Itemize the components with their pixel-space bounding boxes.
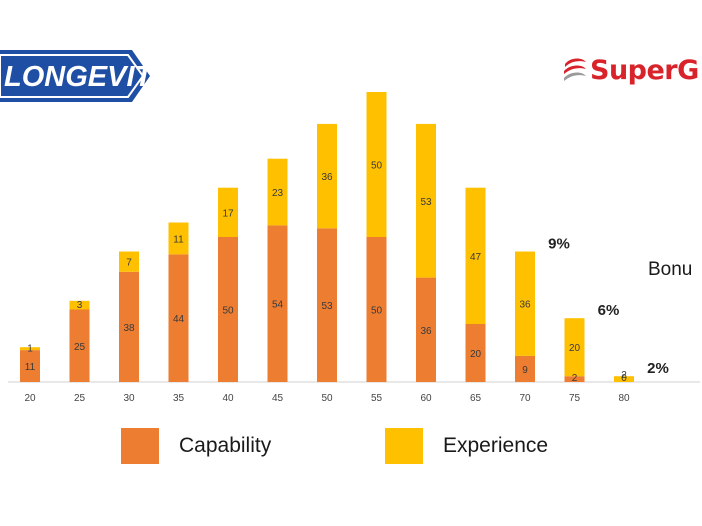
bar-experience-60 xyxy=(416,123,436,278)
x-tick-label: 30 xyxy=(123,393,135,404)
x-tick-label: 20 xyxy=(24,393,36,404)
bar-experience-35 xyxy=(168,222,189,255)
bar-capability-30 xyxy=(119,271,139,382)
data-label-experience-25: 3 xyxy=(77,300,83,311)
data-label-capability-50: 53 xyxy=(321,301,333,312)
data-label-experience-30: 7 xyxy=(126,258,132,269)
x-tick-label: 75 xyxy=(569,393,581,404)
bar-experience-50 xyxy=(317,123,337,229)
bar-experience-45 xyxy=(267,158,288,226)
annotation-70: 9% xyxy=(548,236,570,253)
legend-label-experience: Experience xyxy=(443,434,549,457)
x-tick-label: 60 xyxy=(420,393,432,404)
bar-experience-40 xyxy=(218,187,238,237)
swirl-icon xyxy=(564,58,586,81)
bar-capability-20 xyxy=(20,350,40,382)
legend-item-capability: Capability xyxy=(121,428,271,464)
data-label-experience-50: 36 xyxy=(321,172,333,183)
data-label-capability-25: 25 xyxy=(74,342,86,353)
longevity-logo-text: LONGEVITY xyxy=(4,61,150,93)
x-tick-label: 45 xyxy=(272,393,284,404)
superg-logo-text: SuperG xyxy=(590,54,699,86)
data-label-capability-80: 0 xyxy=(621,373,627,384)
data-label-experience-60: 53 xyxy=(420,197,432,208)
data-label-experience-45: 23 xyxy=(272,188,284,199)
annotation-80: 2% xyxy=(647,360,669,377)
legend-swatch-capability xyxy=(121,428,159,464)
data-label-capability-20: 11 xyxy=(25,362,36,373)
bar-capability-70 xyxy=(515,355,535,382)
bar-capability-75 xyxy=(564,376,585,382)
x-tick-label: 80 xyxy=(618,393,630,404)
x-tick-label: 55 xyxy=(371,393,383,404)
data-label-capability-55: 50 xyxy=(371,306,383,317)
data-label-capability-70: 9 xyxy=(522,365,528,376)
bar-capability-55 xyxy=(366,237,387,382)
bar-experience-20 xyxy=(20,347,40,351)
bar-capability-25 xyxy=(69,309,90,382)
data-label-capability-30: 38 xyxy=(123,323,135,334)
bar-capability-65 xyxy=(465,324,486,382)
x-tick-label: 70 xyxy=(519,393,531,404)
legend-swatch-experience xyxy=(385,428,423,464)
x-tick-label: 65 xyxy=(470,393,482,404)
annotation-75: 6% xyxy=(598,302,620,319)
data-label-experience-20: 1 xyxy=(27,344,33,355)
bonus-caption: Bonu xyxy=(648,259,693,280)
data-label-capability-65: 20 xyxy=(470,349,482,360)
data-label-experience-80: 2 xyxy=(621,370,627,381)
bar-capability-50 xyxy=(317,228,337,382)
data-label-experience-40: 17 xyxy=(222,208,234,219)
data-label-experience-65: 47 xyxy=(470,252,482,263)
bar-experience-55 xyxy=(366,92,387,237)
bar-capability-35 xyxy=(168,254,189,382)
data-label-experience-70: 36 xyxy=(519,300,531,311)
legend-label-capability: Capability xyxy=(179,434,272,457)
bar-experience-25 xyxy=(69,300,90,310)
x-tick-label: 40 xyxy=(222,393,234,404)
bar-capability-45 xyxy=(267,225,288,382)
data-label-experience-35: 11 xyxy=(173,234,184,245)
bar-experience-80 xyxy=(614,376,634,382)
data-label-experience-75: 20 xyxy=(569,343,581,354)
bar-experience-75 xyxy=(564,318,585,377)
bar-experience-65 xyxy=(465,187,486,324)
data-label-capability-35: 44 xyxy=(173,314,185,325)
bar-experience-70 xyxy=(515,251,535,356)
legend-item-experience: Experience xyxy=(385,428,548,464)
superg-logo: SuperG xyxy=(562,50,702,90)
bar-experience-30 xyxy=(119,251,139,272)
data-label-capability-60: 36 xyxy=(420,326,432,337)
data-label-experience-55: 50 xyxy=(371,161,383,172)
bar-capability-40 xyxy=(218,237,238,382)
x-tick-label: 25 xyxy=(74,393,86,404)
x-tick-label: 35 xyxy=(173,393,185,404)
data-label-capability-75: 2 xyxy=(572,373,578,384)
data-label-capability-45: 54 xyxy=(272,300,284,311)
x-tick-label: 50 xyxy=(321,393,333,404)
longevity-logo: LONGEVITY xyxy=(0,50,150,102)
bar-capability-60 xyxy=(416,277,436,382)
data-label-capability-40: 50 xyxy=(222,306,234,317)
